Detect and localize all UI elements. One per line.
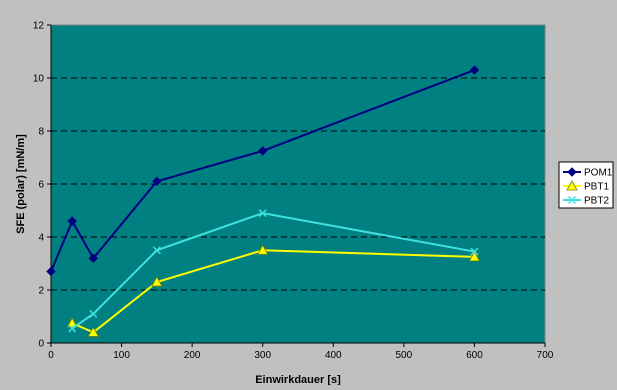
data-point (258, 209, 267, 218)
x-marker-stroke (68, 324, 77, 333)
grid-lines (51, 77, 545, 291)
legend-swatch-marker (567, 195, 577, 205)
data-point (152, 246, 161, 255)
axes: 0 2 4 6 8 10 12 0 100 200 300 400 500 600 700 (33, 21, 554, 362)
data-point (46, 266, 56, 277)
data-point (89, 309, 98, 318)
legend-item-pbt1: PBT1 (563, 180, 609, 193)
data-point (152, 176, 162, 187)
legend: POM1 PBT1 PBT2 (558, 161, 614, 209)
legend-swatch-marker (566, 180, 578, 191)
x-tick-label: 700 (537, 350, 554, 361)
data-point (87, 326, 100, 337)
data-point (258, 146, 268, 156)
x-marker-stroke (258, 209, 267, 218)
x-marker-stroke (89, 309, 98, 318)
data-point (151, 276, 163, 287)
y-axis-title: SFE (polar) [mN/m] (15, 134, 27, 234)
y-tick-label: 0 (38, 339, 44, 350)
y-tick-label: 4 (38, 233, 44, 244)
x-tick-label: 100 (113, 350, 130, 361)
series-layer (46, 65, 481, 337)
series-pbt2 (68, 209, 479, 333)
y-tick-label: 6 (38, 180, 44, 191)
legend-item-pbt2: PBT2 (563, 196, 609, 207)
data-point (469, 65, 480, 75)
x-tick-label: 500 (396, 350, 413, 361)
legend-item-pom1: POM1 (563, 167, 613, 179)
x-marker-stroke (152, 246, 161, 255)
x-tick-label: 600 (466, 350, 483, 361)
y-tick-label: 12 (33, 21, 45, 32)
data-point (68, 324, 77, 333)
x-marker-stroke (567, 195, 577, 205)
x-axis-title: Einwirkdauer [s] (255, 374, 341, 385)
y-tick-label: 2 (38, 286, 44, 297)
series-pbt1 (66, 244, 481, 337)
legend-swatch-marker (567, 167, 577, 177)
x-tick-label: 0 (48, 350, 54, 361)
data-point (88, 253, 99, 263)
legend-label: POM1 (584, 168, 613, 179)
x-tick-label: 200 (184, 350, 201, 361)
x-marker-stroke (470, 247, 479, 256)
data-point (67, 216, 77, 226)
legend-label: PBT1 (584, 182, 609, 193)
series-line (50, 69, 475, 272)
series-pom1 (46, 65, 480, 277)
y-tick-label: 10 (33, 74, 45, 85)
y-tick-label: 8 (38, 127, 44, 138)
data-point (257, 244, 269, 255)
x-tick-label: 400 (325, 350, 342, 361)
legend-label: PBT2 (584, 196, 609, 207)
x-tick-label: 300 (254, 350, 271, 361)
data-point (468, 251, 481, 262)
data-point (470, 247, 479, 256)
